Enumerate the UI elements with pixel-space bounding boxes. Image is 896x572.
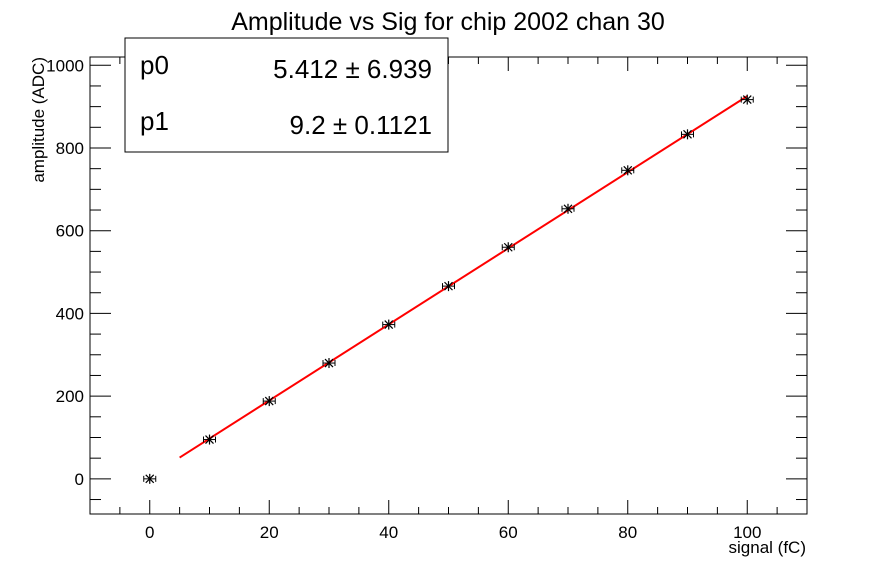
data-point bbox=[262, 396, 276, 407]
stat-p0-value: 5.412 ± 6.939 bbox=[273, 54, 432, 84]
x-tick-label: 40 bbox=[379, 523, 398, 542]
data-points bbox=[143, 94, 754, 484]
data-point bbox=[382, 319, 396, 330]
y-axis-label: amplitude (ADC) bbox=[29, 57, 48, 183]
data-point bbox=[203, 434, 216, 445]
stat-p1-name: p1 bbox=[140, 106, 169, 136]
fit-line-group bbox=[179, 95, 748, 459]
y-tick-label: 600 bbox=[56, 222, 84, 241]
chart-title: Amplitude vs Sig for chip 2002 chan 30 bbox=[231, 8, 665, 36]
y-tick-label: 0 bbox=[75, 470, 84, 489]
y-tick-label: 400 bbox=[56, 304, 84, 323]
x-tick-label: 0 bbox=[145, 523, 154, 542]
data-point bbox=[681, 129, 694, 140]
data-point bbox=[143, 473, 157, 484]
data-point bbox=[322, 358, 336, 369]
y-tick-label: 200 bbox=[56, 387, 84, 406]
x-tick-label: 100 bbox=[733, 523, 761, 542]
y-tick-label: 800 bbox=[56, 139, 84, 158]
x-tick-label: 60 bbox=[499, 523, 518, 542]
x-axis-label: signal (fC) bbox=[729, 538, 806, 557]
stat-p1-value: 9.2 ± 0.1121 bbox=[290, 110, 432, 140]
stats-box-frame bbox=[124, 37, 449, 153]
stat-p0-name: p0 bbox=[140, 50, 169, 80]
fit-line bbox=[179, 95, 748, 459]
data-point bbox=[621, 165, 635, 176]
x-tick-label: 20 bbox=[260, 523, 279, 542]
data-point bbox=[501, 242, 515, 253]
x-tick-label: 80 bbox=[618, 523, 637, 542]
data-point bbox=[740, 94, 754, 105]
data-point bbox=[442, 281, 455, 292]
y-tick-label: 1000 bbox=[46, 56, 84, 75]
data-point bbox=[561, 203, 575, 214]
stats-box: p0 5.412 ± 6.939 p1 9.2 ± 0.1121 bbox=[124, 37, 449, 153]
